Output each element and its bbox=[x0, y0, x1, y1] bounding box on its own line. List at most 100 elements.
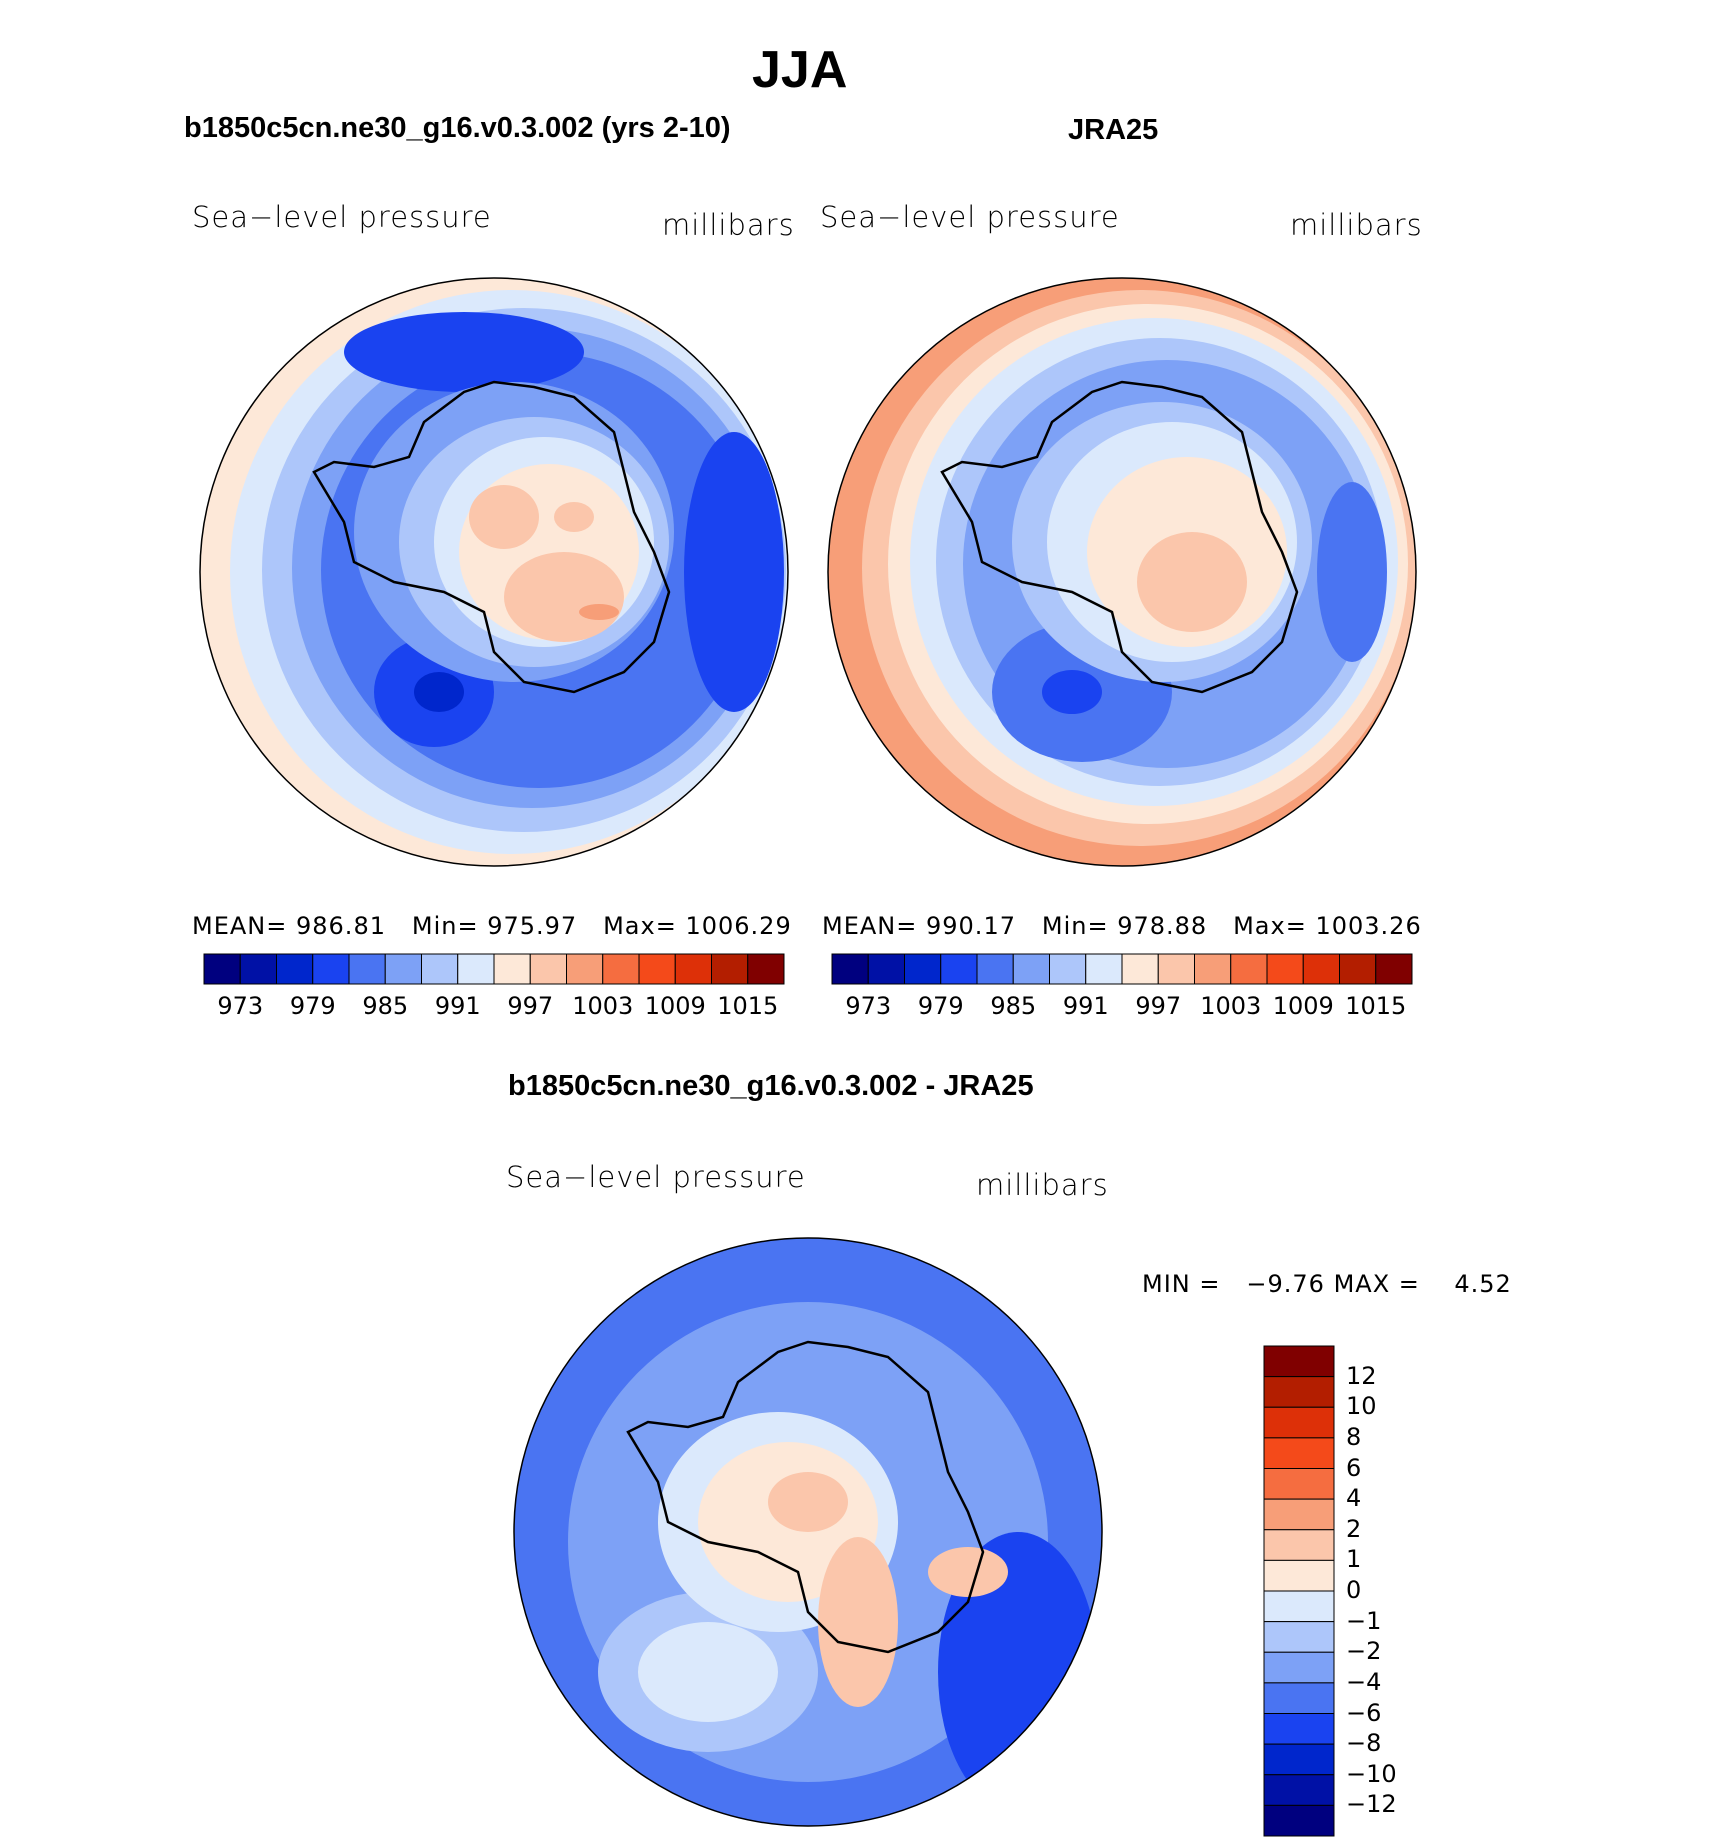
diff-colorbar-labels: 12 10 8 6 4 2 1 0 −1 −2 −4 −6 −8 −10 −12 bbox=[1346, 1346, 1426, 1836]
obs-colorbar-tick-label: 973 bbox=[845, 992, 892, 1020]
diff-colorbar-swatch bbox=[1263, 1621, 1335, 1653]
diff-colorbar-tick-label: 1 bbox=[1346, 1545, 1362, 1574]
obs-panel-title: JRA25 bbox=[1068, 114, 1159, 146]
model-colorbar-tick-label: 991 bbox=[434, 992, 481, 1020]
obs-antarctica-coastline bbox=[940, 380, 1299, 694]
model-mean-label: MEAN= bbox=[192, 912, 288, 940]
diff-stats: MIN = −9.76 MAX = 4.52 bbox=[1142, 1270, 1512, 1298]
model-colorbar bbox=[203, 953, 785, 985]
season-title: JJA bbox=[752, 41, 848, 99]
diff-colorbar-swatch bbox=[1263, 1804, 1335, 1837]
model-max-label: Max= bbox=[603, 912, 677, 940]
obs-colorbar-swatch bbox=[1012, 953, 1050, 985]
diff-colorbar bbox=[1263, 1345, 1335, 1837]
diff-colorbar-tick-label: −12 bbox=[1346, 1790, 1397, 1819]
model-colorbar-tick-label: 1009 bbox=[644, 992, 706, 1020]
diff-colorbar-swatch bbox=[1263, 1774, 1335, 1806]
model-panel-title: b1850c5cn.ne30_g16.v0.3.002 (yrs 2-10) bbox=[184, 112, 731, 144]
diff-colorbar-swatch bbox=[1263, 1376, 1335, 1408]
model-colorbar-swatch bbox=[493, 953, 531, 985]
model-colorbar-tick-label: 985 bbox=[362, 992, 409, 1020]
diff-colorbar-swatch bbox=[1263, 1406, 1335, 1439]
diff-colorbar-swatch bbox=[1263, 1651, 1335, 1684]
obs-colorbar-tick-label: 985 bbox=[990, 992, 1037, 1020]
diff-colorbar-tick-label: 2 bbox=[1346, 1514, 1362, 1543]
model-colorbar-swatch bbox=[276, 953, 314, 985]
obs-colorbar-swatch bbox=[1339, 953, 1377, 985]
obs-colorbar-tick-label: 1003 bbox=[1200, 992, 1262, 1020]
obs-colorbar-swatch bbox=[1121, 953, 1159, 985]
diff-colorbar-tick-label: 8 bbox=[1346, 1422, 1362, 1451]
diff-colorbar-tick-label: 10 bbox=[1346, 1392, 1377, 1421]
obs-mean-value: 990.17 bbox=[926, 912, 1016, 940]
model-colorbar-swatch bbox=[566, 953, 604, 985]
diff-colorbar-swatch bbox=[1263, 1468, 1335, 1500]
diff-max-label: MAX = bbox=[1333, 1270, 1420, 1298]
diff-variable-label: Sea−level pressure bbox=[506, 1160, 806, 1194]
model-min-label: Min= bbox=[411, 912, 479, 940]
diff-panel-title: b1850c5cn.ne30_g16.v0.3.002 - JRA25 bbox=[508, 1070, 1034, 1102]
obs-colorbar-tick-label: 1015 bbox=[1345, 992, 1407, 1020]
model-colorbar-tick-label: 997 bbox=[507, 992, 554, 1020]
model-colorbar-swatch bbox=[747, 953, 785, 985]
diff-colorbar-swatch bbox=[1263, 1345, 1335, 1378]
model-colorbar-tick-label: 973 bbox=[217, 992, 264, 1020]
model-antarctica-coastline bbox=[312, 380, 671, 694]
model-units-label: millibars bbox=[662, 208, 795, 242]
model-colorbar-swatch bbox=[529, 953, 567, 985]
model-colorbar-tick-label: 979 bbox=[289, 992, 336, 1020]
diff-min-value: −9.76 bbox=[1246, 1270, 1325, 1298]
diff-colorbar-tick-label: −8 bbox=[1346, 1729, 1382, 1758]
model-colorbar-swatch bbox=[421, 953, 459, 985]
diff-colorbar-swatch bbox=[1263, 1559, 1335, 1592]
obs-colorbar-tick-label: 997 bbox=[1135, 992, 1182, 1020]
obs-colorbar-swatch bbox=[1194, 953, 1232, 985]
obs-min-value: 978.88 bbox=[1117, 912, 1208, 940]
diff-colorbar-swatch bbox=[1263, 1437, 1335, 1469]
obs-colorbar-swatch bbox=[976, 953, 1014, 985]
model-colorbar-tick-label: 1015 bbox=[717, 992, 779, 1020]
diff-colorbar-tick-label: 6 bbox=[1346, 1453, 1362, 1482]
diff-colorbar-tick-label: −10 bbox=[1346, 1759, 1397, 1788]
model-colorbar-swatch bbox=[203, 953, 241, 985]
model-max-value: 1006.29 bbox=[685, 912, 792, 940]
obs-colorbar-swatch bbox=[1157, 953, 1195, 985]
model-colorbar-swatch bbox=[312, 953, 350, 985]
obs-min-label: Min= bbox=[1041, 912, 1109, 940]
model-variable-label: Sea−level pressure bbox=[192, 200, 492, 234]
obs-colorbar-swatch bbox=[831, 953, 869, 985]
diff-colorbar-swatch bbox=[1263, 1498, 1335, 1531]
diff-colorbar-swatch bbox=[1263, 1713, 1335, 1745]
diff-colorbar-tick-label: −6 bbox=[1346, 1698, 1382, 1727]
obs-mean-label: MEAN= bbox=[822, 912, 918, 940]
diff-max-value: 4.52 bbox=[1454, 1270, 1512, 1298]
model-colorbar-swatch bbox=[457, 953, 495, 985]
diff-colorbar-tick-label: −4 bbox=[1346, 1667, 1382, 1696]
model-sea-level-pressure-map bbox=[199, 277, 789, 867]
diff-colorbar-swatch bbox=[1263, 1529, 1335, 1561]
diff-min-label: MIN = bbox=[1142, 1270, 1221, 1298]
obs-colorbar-swatch bbox=[1230, 953, 1268, 985]
obs-colorbar-swatch bbox=[904, 953, 942, 985]
obs-colorbar-labels: 973 979 985 991 997 1003 1009 1015 bbox=[832, 992, 1412, 1022]
model-colorbar-swatch bbox=[602, 953, 640, 985]
obs-colorbar-tick-label: 991 bbox=[1062, 992, 1109, 1020]
model-colorbar-swatch bbox=[711, 953, 749, 985]
obs-units-label: millibars bbox=[1290, 208, 1423, 242]
diff-colorbar-tick-label: 4 bbox=[1346, 1484, 1362, 1513]
obs-max-label: Max= bbox=[1233, 912, 1307, 940]
model-colorbar-swatch bbox=[348, 953, 386, 985]
obs-colorbar-swatch bbox=[1375, 953, 1413, 985]
obs-colorbar-tick-label: 1009 bbox=[1272, 992, 1334, 1020]
model-colorbar-swatch bbox=[239, 953, 277, 985]
diff-antarctica-coastline bbox=[626, 1340, 985, 1654]
diff-colorbar-tick-label: 12 bbox=[1346, 1361, 1377, 1390]
model-colorbar-swatch bbox=[674, 953, 712, 985]
obs-colorbar-swatch bbox=[1302, 953, 1340, 985]
obs-colorbar bbox=[831, 953, 1413, 985]
model-colorbar-labels: 973 979 985 991 997 1003 1009 1015 bbox=[204, 992, 784, 1022]
diff-colorbar-swatch bbox=[1263, 1590, 1335, 1623]
obs-colorbar-swatch bbox=[867, 953, 905, 985]
obs-colorbar-swatch bbox=[1049, 953, 1087, 985]
obs-colorbar-tick-label: 979 bbox=[917, 992, 964, 1020]
